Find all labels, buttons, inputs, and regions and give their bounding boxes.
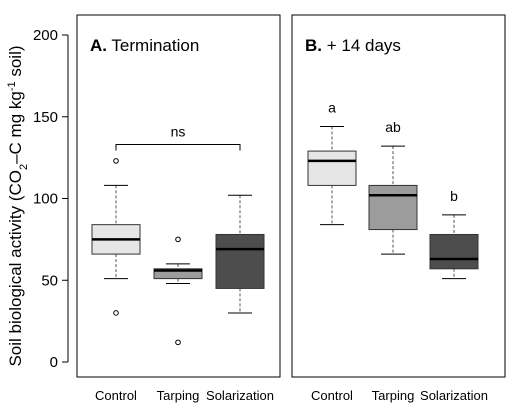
box-control: [307, 126, 357, 226]
y-axis: 0 50 100 150 200: [33, 27, 69, 371]
panel-title-text: Termination: [107, 36, 199, 55]
x-tick-label: Tarping: [157, 388, 200, 403]
panel-frame: [291, 14, 506, 378]
iqr-box: [153, 268, 203, 280]
y-axis-title: Soil biological activity (CO2–C mg kg-1 …: [6, 45, 30, 366]
x-tick-label: Solarization: [420, 388, 488, 403]
x-tick-label: Tarping: [372, 388, 415, 403]
outlier-point: [113, 158, 119, 164]
box-tarping: [153, 236, 203, 346]
panel-a: A. Termination Control Tarping Solarization…: [76, 14, 281, 403]
x-tick-label: Solarization: [206, 388, 274, 403]
x-tick-label: Control: [311, 388, 353, 403]
panel-title-text: + 14 days: [322, 36, 401, 55]
iqr-box: [429, 233, 479, 270]
y-tick-label: 100: [33, 191, 58, 208]
box-control: [91, 158, 141, 316]
significance-letter: a: [328, 100, 336, 116]
panel-letter: B.: [305, 36, 322, 55]
iqr-box: [215, 233, 265, 289]
outlier-point: [175, 236, 181, 243]
panel-b: B. + 14 days Control Tarping Solarization a a…: [291, 14, 506, 403]
box-solarization: [429, 214, 479, 280]
y-tick-label: 50: [41, 272, 58, 289]
y-tick-label: 150: [33, 109, 58, 126]
y-tick-label: 200: [33, 27, 58, 44]
panel-frame: [76, 14, 281, 378]
panel-title: A. Termination: [90, 36, 199, 55]
iqr-box: [307, 150, 357, 186]
significance-bracket: [115, 144, 241, 151]
panel-letter: A.: [90, 36, 107, 55]
panels: A. Termination Control Tarping Solarization…: [76, 14, 506, 403]
box-solarization: [215, 194, 265, 314]
significance-letter: ab: [385, 119, 401, 135]
y-tick-label: 0: [50, 354, 58, 371]
significance-letter: b: [450, 188, 458, 204]
box-tarping: [368, 145, 418, 255]
panel-title: B. + 14 days: [305, 36, 401, 55]
outlier-point: [113, 310, 119, 316]
x-tick-label: Control: [95, 388, 137, 403]
significance-label: ns: [171, 124, 186, 140]
iqr-box: [368, 184, 418, 231]
outlier-point: [175, 339, 181, 346]
